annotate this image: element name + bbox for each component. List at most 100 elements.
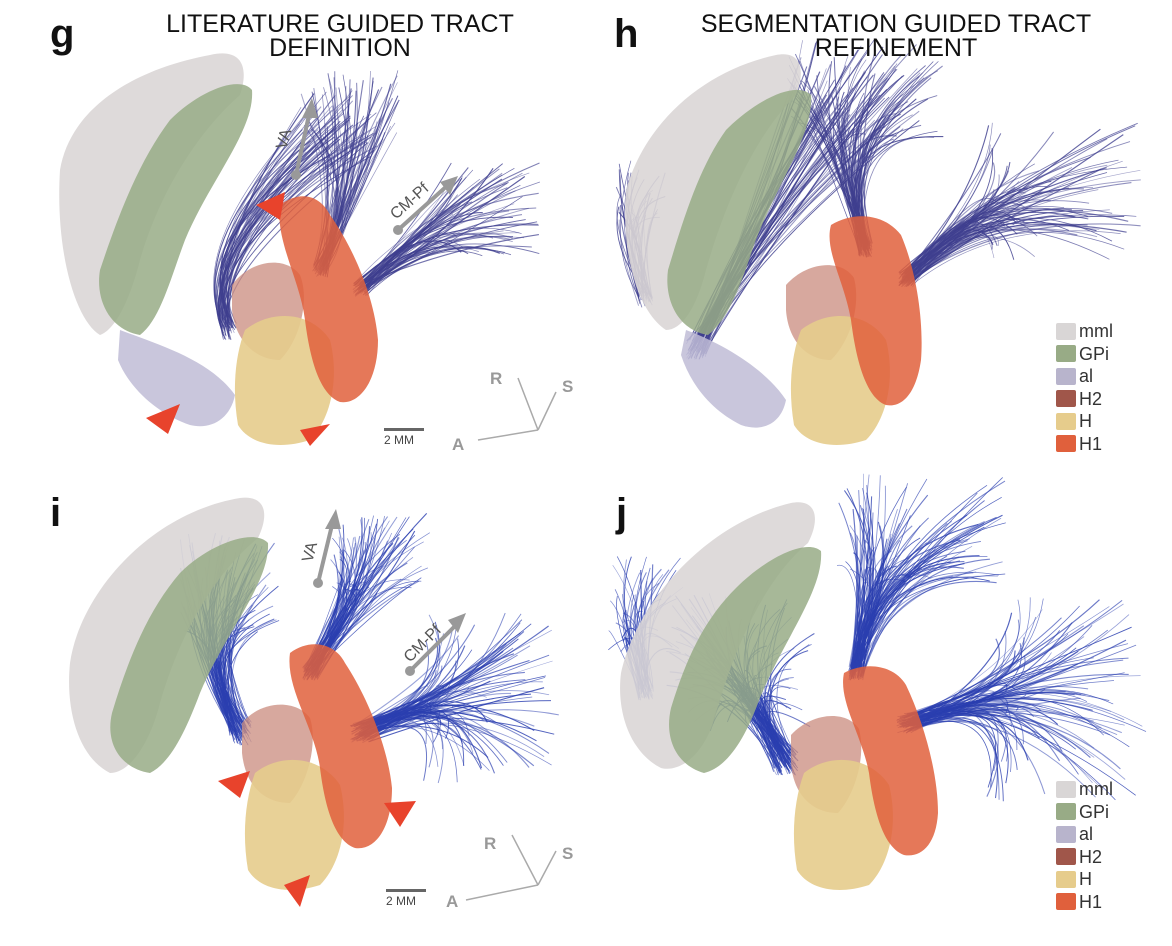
- fiber-streamline: [907, 159, 1119, 278]
- fiber-streamline: [906, 209, 1129, 275]
- fiber-streamline: [911, 667, 1071, 729]
- legend-swatch: [1056, 322, 1076, 340]
- legend-item-al: al: [1056, 365, 1113, 388]
- fiber-streamline: [848, 473, 865, 673]
- h-structure: [244, 759, 344, 890]
- orientation-axes: R S A: [446, 834, 573, 911]
- fiber-streamline: [853, 478, 928, 672]
- h1-structure: [829, 216, 922, 406]
- legend-swatch: [1056, 367, 1076, 385]
- fiber-streamline: [618, 219, 640, 306]
- fiber-streamline: [366, 632, 521, 741]
- axis-a: A: [452, 435, 464, 454]
- legend-item-h: H: [1056, 868, 1113, 891]
- brain-render-j: [608, 473, 1147, 890]
- red-arrowhead: [146, 404, 180, 434]
- scale-bar: 2 MM: [386, 889, 426, 908]
- legend-swatch: [1056, 803, 1076, 821]
- red-arrowhead: [300, 424, 330, 446]
- axis-a: A: [446, 892, 458, 911]
- fiber-streamline: [910, 230, 1121, 287]
- legend-label: GPi: [1079, 801, 1110, 822]
- legend-item-h: H: [1056, 410, 1113, 433]
- fiber-streamline: [367, 709, 535, 737]
- fiber-streamline: [221, 90, 353, 321]
- gpi-structure: [669, 546, 822, 773]
- fiber-streamline: [906, 201, 1029, 277]
- fiber-streamline: [766, 678, 791, 760]
- h-structure: [234, 316, 334, 445]
- title-right-line2: REFINEMENT: [814, 34, 978, 62]
- al-structure: [118, 330, 235, 427]
- fiber-streamline: [905, 231, 1125, 288]
- fiber-streamline: [363, 184, 521, 288]
- fiber-streamline: [356, 613, 522, 737]
- gpi-structure: [110, 537, 269, 773]
- fiber-streamline: [364, 250, 483, 294]
- fiber-streamline: [904, 125, 1136, 278]
- legend-item-mml: mml: [1056, 778, 1113, 801]
- fiber-streamline: [362, 704, 498, 731]
- legend-label: H1: [1079, 891, 1103, 912]
- panel-title-right: SEGMENTATION GUIDED TRACT REFINEMENT: [676, 10, 1116, 62]
- fiber-streamline: [362, 713, 482, 770]
- fiber-streamline: [368, 612, 506, 738]
- fiber-streamline: [359, 167, 469, 293]
- panel-i: VA CM-Pf R S A i 2 MM: [0, 473, 586, 946]
- legend-swatch: [1056, 435, 1076, 453]
- va-arrow: VA: [299, 509, 341, 588]
- gpi-structure: [667, 89, 812, 336]
- fiber-streamline: [220, 140, 311, 329]
- fiber-streamline: [364, 624, 476, 738]
- red-arrowhead: [218, 771, 250, 798]
- legend-item-gpi: GPi: [1056, 801, 1113, 824]
- red-arrowhead: [384, 801, 416, 827]
- legend-label: mml: [1079, 779, 1113, 799]
- legend-item-h2: H2: [1056, 846, 1113, 869]
- scale-bar: 2 MM: [384, 428, 424, 447]
- legend-label: H: [1079, 411, 1092, 431]
- fiber-streamline: [358, 216, 513, 286]
- fiber-streamline: [799, 60, 864, 244]
- fiber-streamline: [358, 162, 540, 290]
- legend-label: H2: [1079, 388, 1103, 409]
- fiber-streamline: [907, 689, 1114, 732]
- title-right-line1: SEGMENTATION GUIDED TRACT: [700, 10, 1092, 38]
- fiber-streamline: [860, 573, 912, 677]
- fiber-streamline: [763, 633, 815, 752]
- fiber-streamline: [776, 644, 812, 753]
- fiber-streamline: [899, 215, 1089, 285]
- fiber-streamline: [862, 581, 997, 674]
- fiber-streamline: [903, 718, 999, 797]
- va-label: VA: [299, 540, 321, 564]
- fiber-streamline: [855, 546, 973, 677]
- axis-s: S: [562, 377, 573, 396]
- fiber-streamline: [360, 696, 533, 738]
- panel-title-left: LITERATURE GUIDED TRACT DEFINITION: [135, 10, 545, 61]
- brain-render-g: VA CM-Pf R S A: [59, 53, 573, 454]
- h1-structure: [289, 644, 392, 849]
- fiber-streamline: [218, 155, 343, 326]
- fiber-streamline: [912, 167, 1073, 282]
- va-arrow: VA: [273, 98, 318, 180]
- fiber-streamline: [358, 680, 491, 737]
- legend-label: H: [1079, 869, 1092, 889]
- h1-structure: [843, 666, 938, 856]
- axis-r: R: [490, 369, 502, 388]
- fiber-streamline: [913, 207, 1037, 282]
- fiber-streamline: [902, 133, 1002, 279]
- title-left-line1: LITERATURE GUIDED TRACT: [166, 10, 514, 38]
- legend-swatch: [1056, 825, 1076, 843]
- fiber-streamline: [860, 561, 1003, 669]
- fiber-streamline: [848, 532, 860, 667]
- fiber-streamline: [898, 125, 990, 287]
- fiber-streamline: [360, 685, 428, 726]
- fiber-streamline: [912, 701, 1102, 729]
- legend-swatch: [1056, 780, 1076, 798]
- legend-swatch: [1056, 870, 1076, 888]
- legend-item-gpi: GPi: [1056, 343, 1113, 366]
- legend-label: al: [1079, 824, 1094, 844]
- fiber-streamline: [862, 512, 874, 678]
- h1-structure: [279, 196, 378, 403]
- cmpf-label: CM-Pf: [387, 180, 432, 223]
